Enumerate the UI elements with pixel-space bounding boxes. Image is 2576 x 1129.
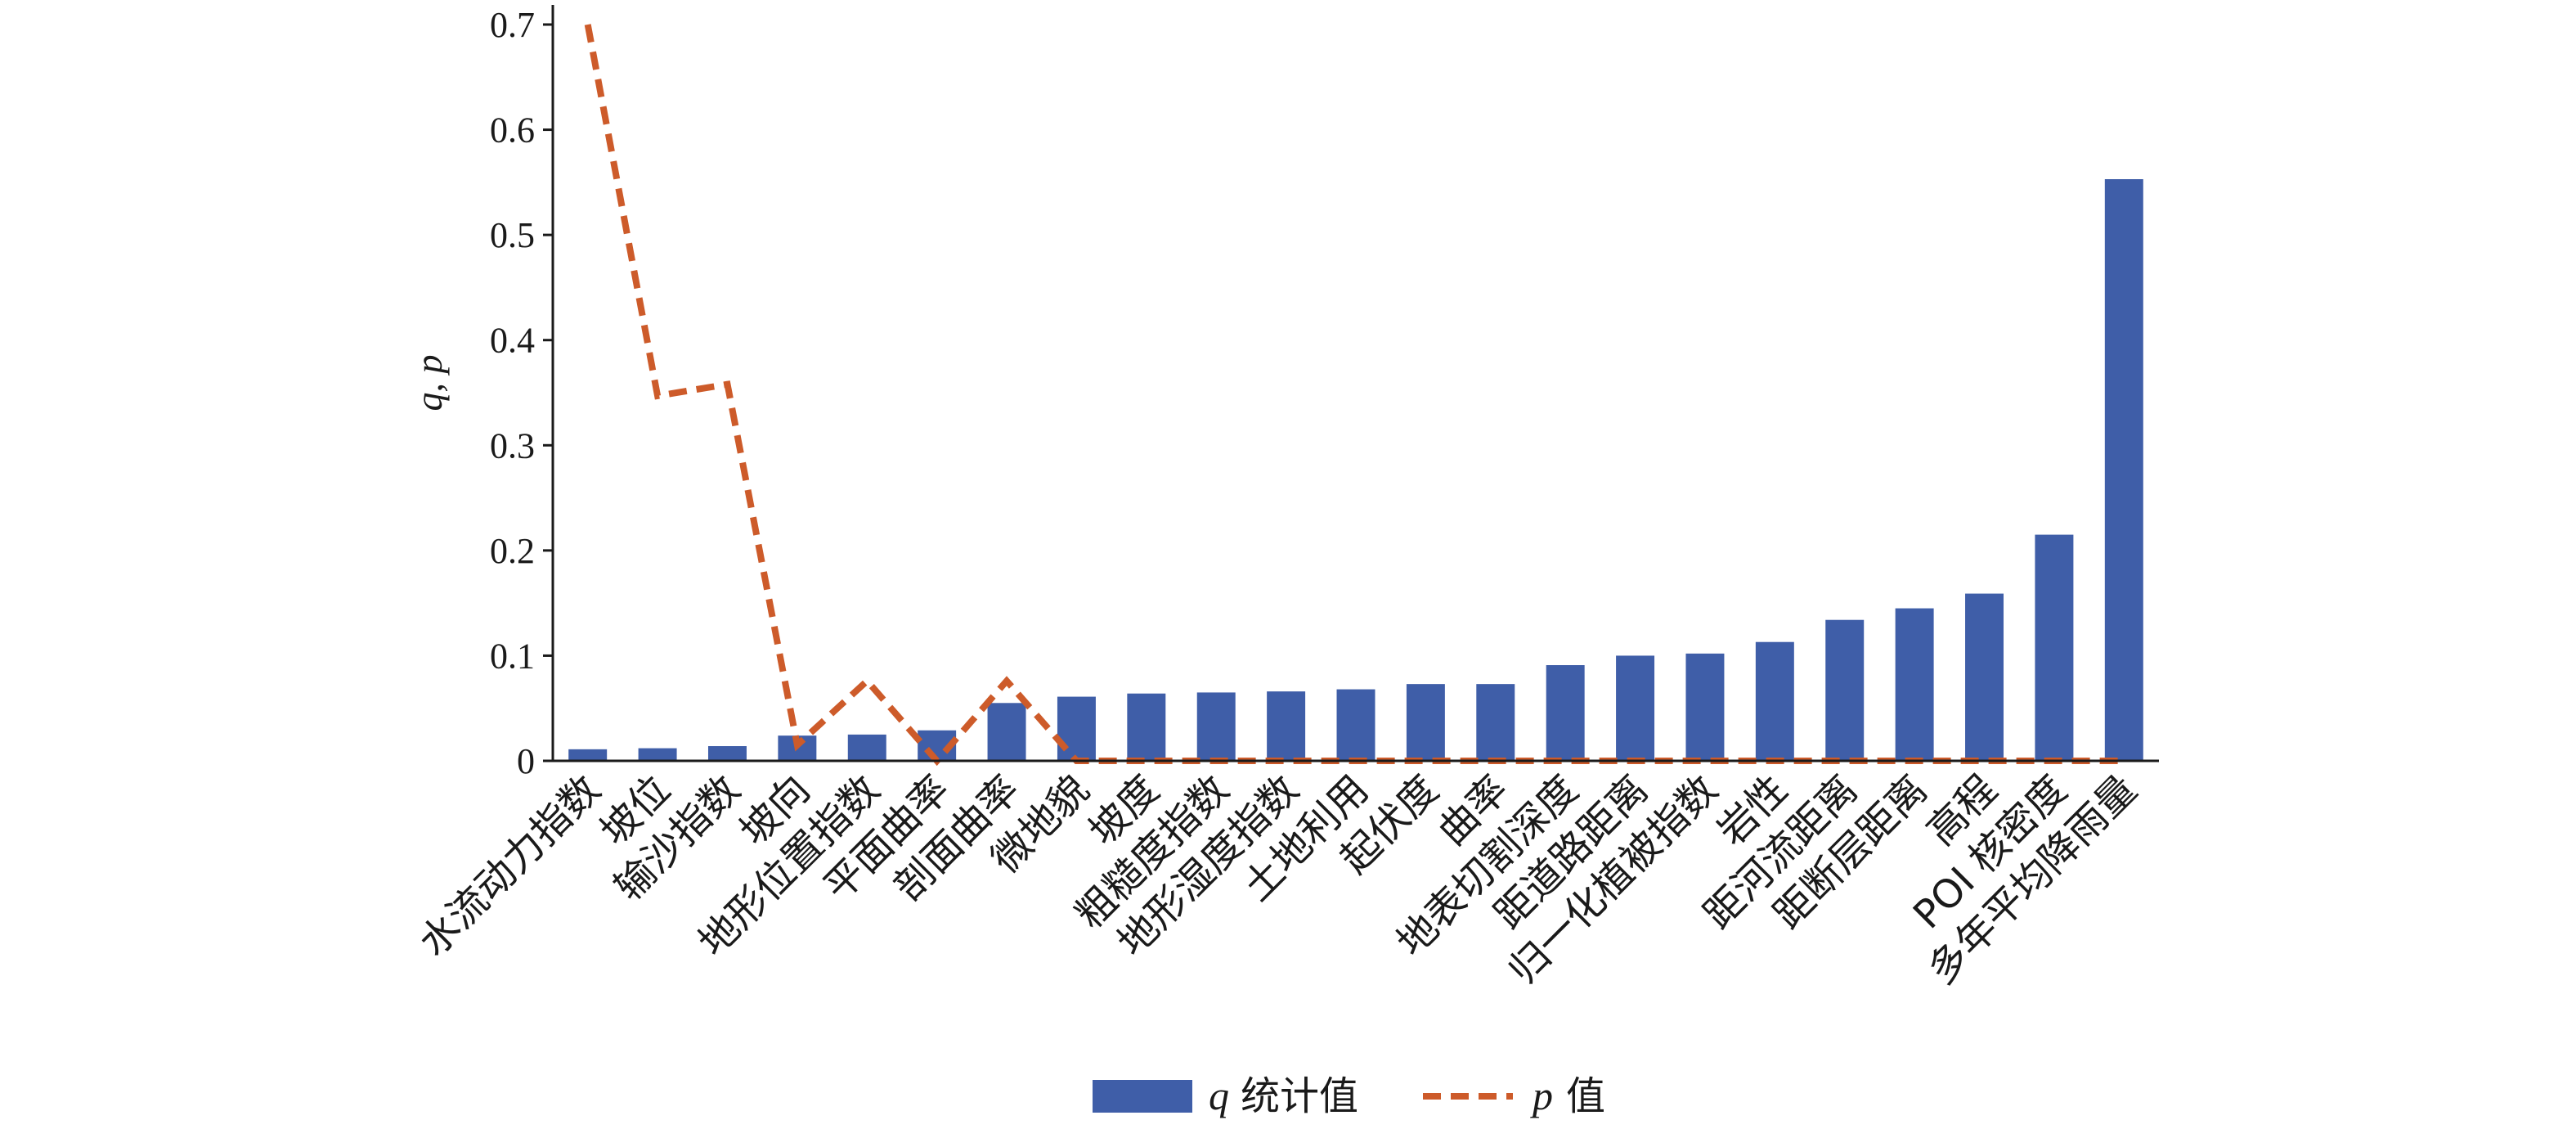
y-ticks: 0 0.1 0.2 0.3 0.4 0.5 0.6 0.7 [490, 5, 553, 781]
legend-q-symbol: q [1209, 1073, 1229, 1118]
x-category-labels: 水流动力指数坡位输沙指数坡向地形位置指数平面曲率剖面曲率微地貌坡度粗糙度指数地形… [411, 767, 2146, 993]
x-category-label: 水流动力指数 [411, 767, 609, 965]
y-axis-title: q, p [408, 355, 450, 412]
q-bar [1546, 665, 1585, 761]
legend: q 统计值 p 值 [1093, 1073, 1605, 1119]
q-bar [2104, 179, 2143, 761]
legend-q-swatch [1093, 1080, 1192, 1113]
y-tick-label: 0.3 [490, 425, 535, 466]
legend-q-label: q 统计值 [1209, 1073, 1358, 1119]
legend-p-symbol: p [1530, 1073, 1553, 1118]
q-bar [1476, 684, 1515, 761]
q-bar [1196, 692, 1236, 761]
q-bar [1616, 655, 1655, 761]
q-bar [987, 703, 1026, 761]
y-tick-label: 0.2 [490, 531, 535, 571]
q-bar [707, 746, 747, 761]
q-bar [638, 748, 677, 761]
y-tick-label: 0 [517, 741, 535, 781]
y-tick-label: 0.6 [490, 110, 535, 151]
q-bar [568, 749, 608, 761]
legend-q-text: 统计值 [1241, 1073, 1358, 1119]
q-bar [1965, 593, 2004, 761]
q-bar [1057, 696, 1096, 761]
y-tick-label: 0.4 [490, 321, 535, 361]
q-bar [2035, 534, 2074, 761]
q-bar [1336, 689, 1376, 761]
q-bar [1267, 691, 1306, 761]
q-bar [1685, 653, 1725, 761]
q-bar [847, 734, 886, 761]
p-value-line [584, 24, 2125, 767]
q-bar [1755, 641, 1794, 761]
y-tick-label: 0.1 [490, 636, 535, 676]
q-bar [1127, 693, 1166, 761]
y-tick-label: 0.7 [490, 5, 535, 45]
legend-p-text: 值 [1566, 1073, 1605, 1119]
q-bar [1895, 608, 1934, 761]
q-bars [568, 179, 2143, 761]
legend-p-label: p 值 [1530, 1073, 1605, 1119]
y-tick-label: 0.5 [490, 215, 535, 255]
p-line-group [584, 24, 2125, 767]
q-bar [1406, 684, 1445, 761]
q-bar [1825, 619, 1865, 761]
